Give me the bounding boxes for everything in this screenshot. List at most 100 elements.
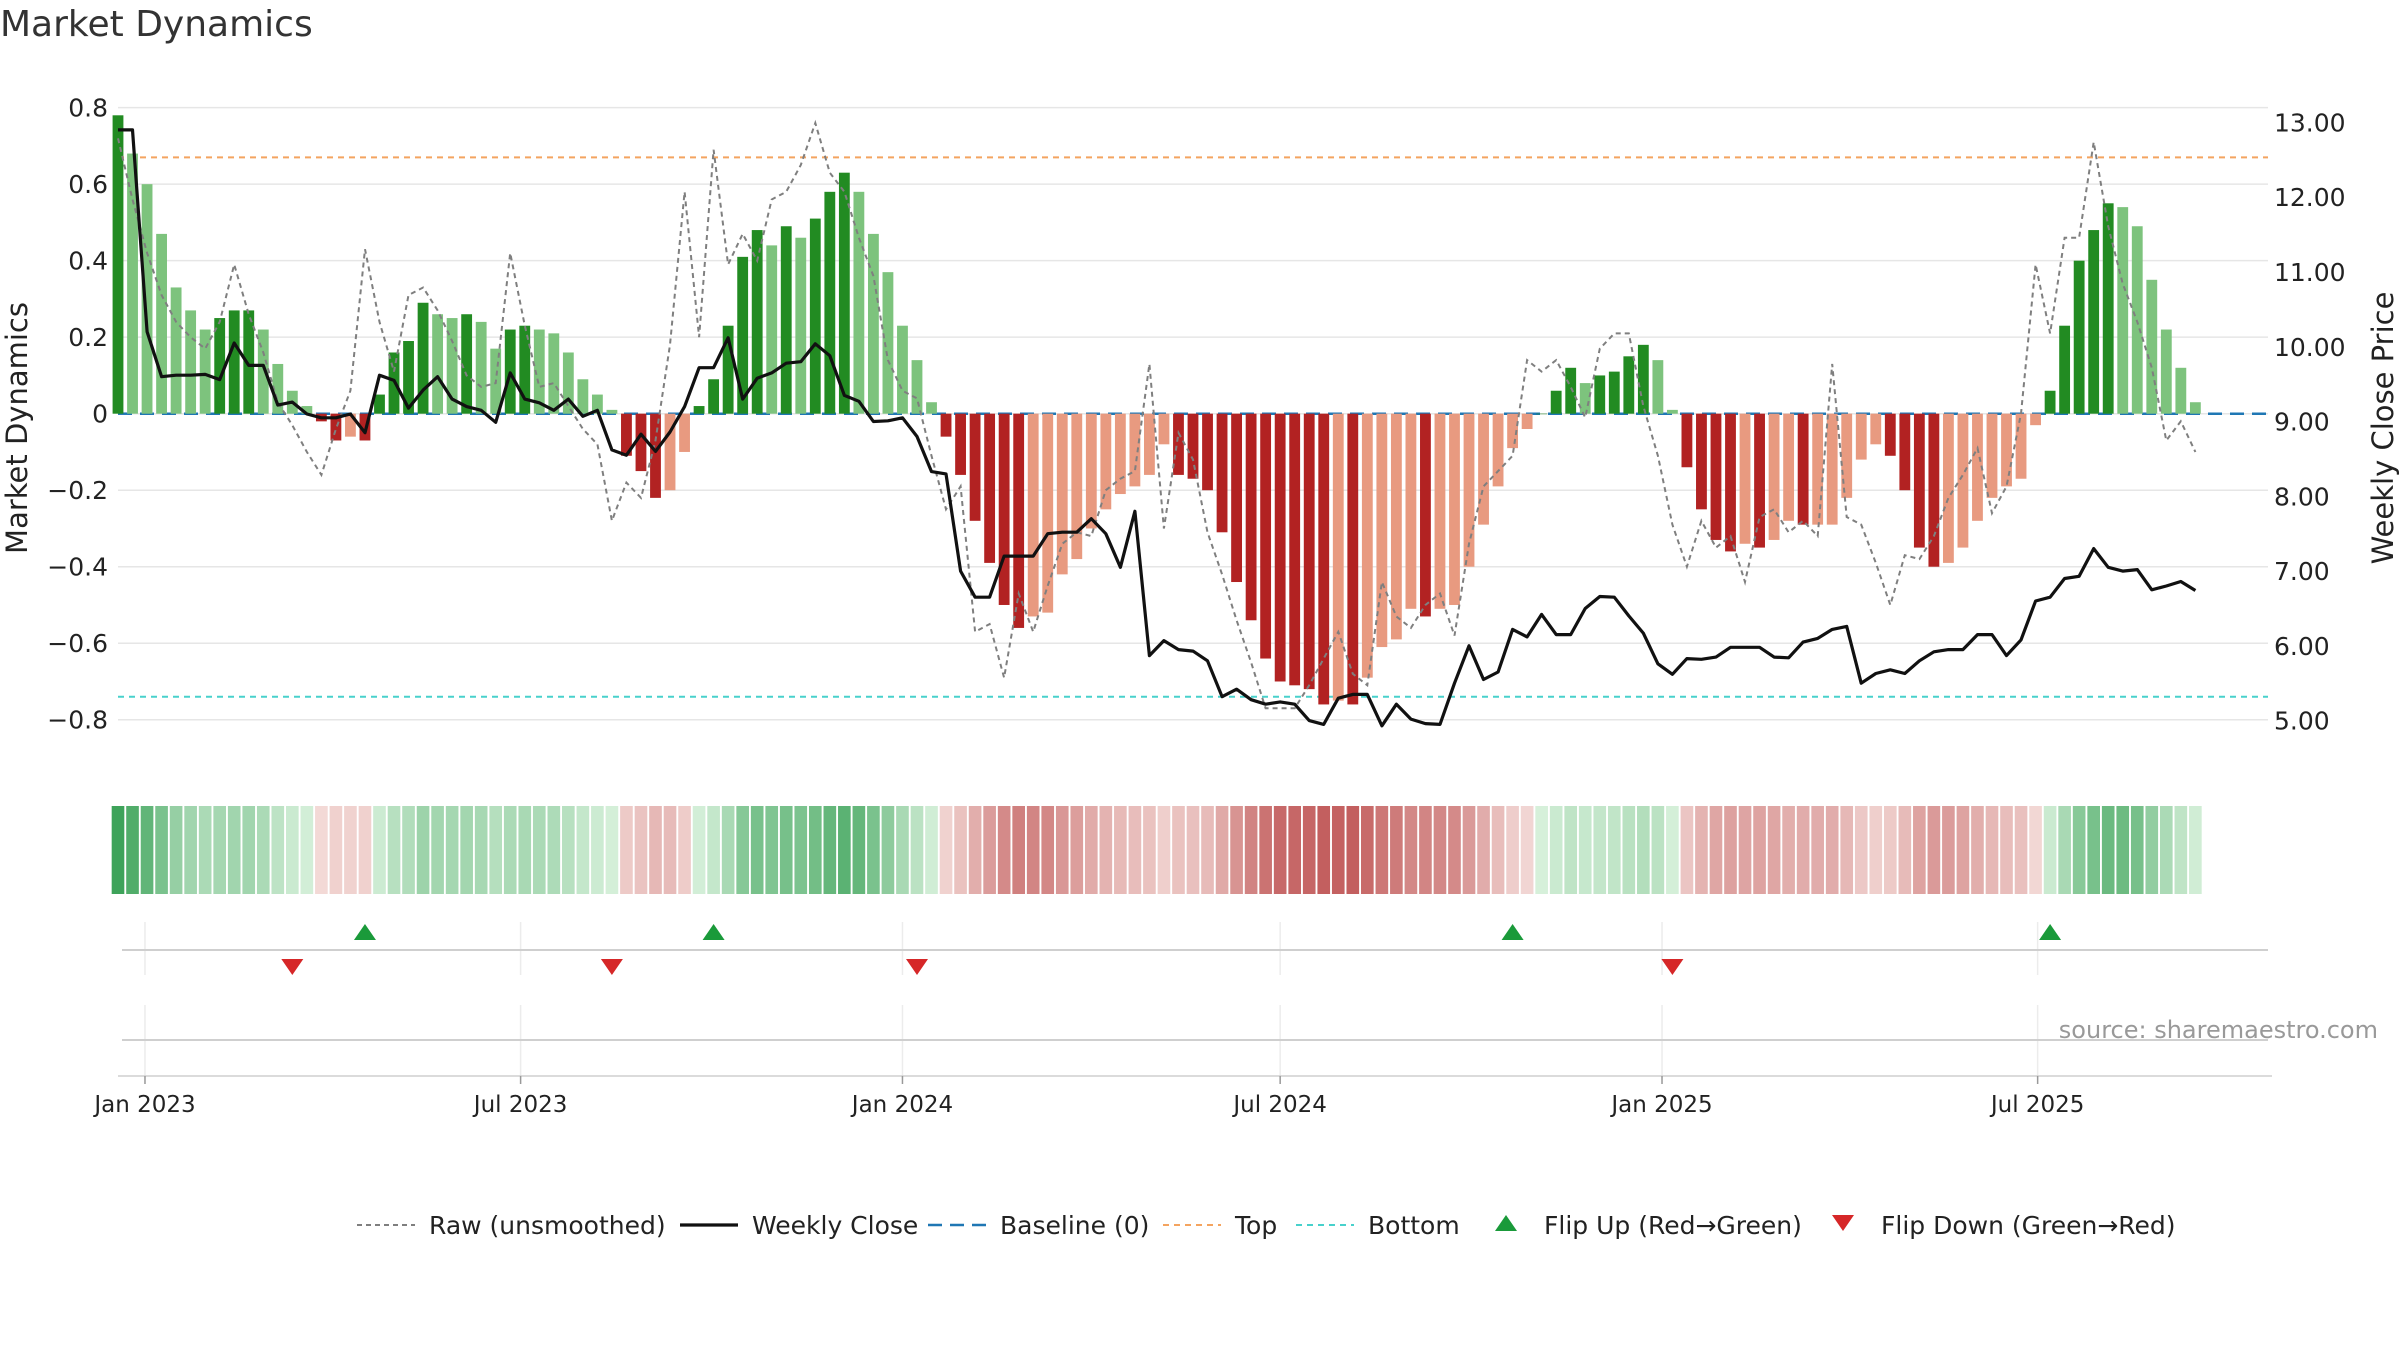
dynamics-bar [1318, 413, 1330, 705]
regime-cell [1854, 806, 1868, 894]
regime-cell [867, 806, 880, 894]
regime-cell [1956, 806, 1970, 894]
weekly-close-series [118, 128, 2197, 728]
dynamics-bar [1260, 413, 1272, 659]
flip-up-legend-icon [1495, 1215, 1517, 1231]
dynamics-bar [1666, 409, 1678, 414]
dynamics-bar [577, 379, 589, 414]
dynamics-bar [1855, 413, 1867, 460]
dynamics-bar [2088, 230, 2100, 414]
regime-cell [678, 806, 691, 894]
dynamics-bar [562, 352, 574, 414]
legend-label: Baseline (0) [1000, 1211, 1149, 1240]
dynamics-bar [1114, 413, 1126, 495]
regime-cell [1637, 806, 1650, 894]
y2-tick-label: 12.00 [2274, 183, 2346, 212]
dynamics-bar [257, 329, 269, 414]
regime-cell [2029, 806, 2042, 894]
regime-cell [1070, 806, 1084, 894]
regime-cell [896, 806, 909, 894]
regime-cell [1767, 806, 1781, 894]
dynamics-bar [1376, 413, 1388, 648]
dynamics-bar [751, 230, 763, 414]
y2-tick-label: 8.00 [2274, 482, 2330, 511]
regime-cell [2000, 806, 2013, 894]
dynamics-bar [1957, 413, 1969, 548]
regime-cell [474, 806, 488, 894]
regime-cell [1564, 806, 1578, 894]
regime-cell [300, 806, 314, 894]
regime-cell [736, 806, 749, 894]
regime-cell [1898, 806, 1912, 894]
dynamics-bar [795, 237, 807, 414]
dynamics-bar [403, 341, 414, 414]
dynamics-bar [853, 191, 865, 414]
dynamics-bar [1637, 344, 1649, 414]
regime-cell [692, 806, 706, 894]
dynamics-bar [809, 218, 821, 414]
regime-cell [1157, 806, 1171, 894]
dynamics-bar [533, 329, 545, 414]
y-tick-label: 0 [92, 400, 108, 429]
regime-cell [765, 806, 779, 894]
regime-cell [1506, 806, 1519, 894]
regime-cell [1971, 806, 1984, 894]
dynamics-bar [1739, 413, 1751, 544]
dynamics-bar [1434, 413, 1446, 609]
regime-cell [271, 806, 285, 894]
dynamics-bar [2015, 413, 2027, 479]
regime-cell [358, 806, 372, 894]
y2-tick-label: 7.00 [2274, 557, 2330, 586]
regime-cell [184, 806, 197, 894]
regime-cell [315, 806, 328, 894]
dynamics-bar [679, 413, 690, 452]
y2-tick-label: 11.00 [2274, 258, 2346, 287]
flip-down-marker [600, 959, 623, 975]
raw-line [117, 119, 2197, 710]
regime-cell [1346, 806, 1360, 894]
dynamics-bar [1681, 413, 1693, 468]
regime-cell [1985, 806, 1999, 894]
y-tick-label: −0.8 [47, 706, 108, 735]
regime-cell [532, 806, 546, 894]
regime-cell [968, 806, 982, 894]
dynamics-bar [1942, 413, 1954, 563]
regime-cell [1288, 806, 1302, 894]
regime-cell [169, 806, 183, 894]
dynamics-bar [1826, 413, 1838, 525]
dynamics-bar [1027, 413, 1039, 617]
dynamics-bar [1187, 413, 1199, 479]
dynamics-bar [2073, 260, 2085, 414]
dynamics-bar [737, 256, 749, 414]
dynamics-bar [1841, 413, 1853, 498]
dynamics-bar [1928, 413, 1940, 567]
x-tick-label: Jan 2023 [92, 1092, 195, 1118]
dynamics-bar [156, 233, 167, 414]
dynamics-bar [374, 394, 385, 414]
regime-cell [852, 806, 866, 894]
dynamics-bar [650, 413, 661, 498]
dynamics-bar [475, 321, 487, 414]
regime-cell [2058, 806, 2071, 894]
regime-cell [983, 806, 996, 894]
regime-cell [1724, 806, 1737, 894]
y2-axis-label: Weekly Close Price [2366, 292, 2400, 565]
dynamics-bar [1245, 413, 1257, 621]
dynamics-bar [780, 226, 792, 414]
dynamics-bar [461, 314, 473, 414]
regime-cell [387, 806, 401, 894]
lower-panel [118, 1005, 2272, 1078]
flip-markers-panel [122, 922, 2268, 975]
regime-cell [416, 806, 430, 894]
dynamics-bar [330, 413, 342, 441]
regime-cell [2014, 806, 2028, 894]
regime-cell [1026, 806, 1040, 894]
dynamics-bar [621, 413, 632, 456]
regime-cell [518, 806, 532, 894]
legend-label: Top [1234, 1211, 1277, 1240]
dynamics-bar [1536, 413, 1548, 415]
dynamics-bar [1202, 413, 1213, 491]
dynamics-bar [2030, 413, 2041, 426]
flip-up-marker [2039, 924, 2062, 940]
dynamics-bar [1478, 413, 1489, 525]
